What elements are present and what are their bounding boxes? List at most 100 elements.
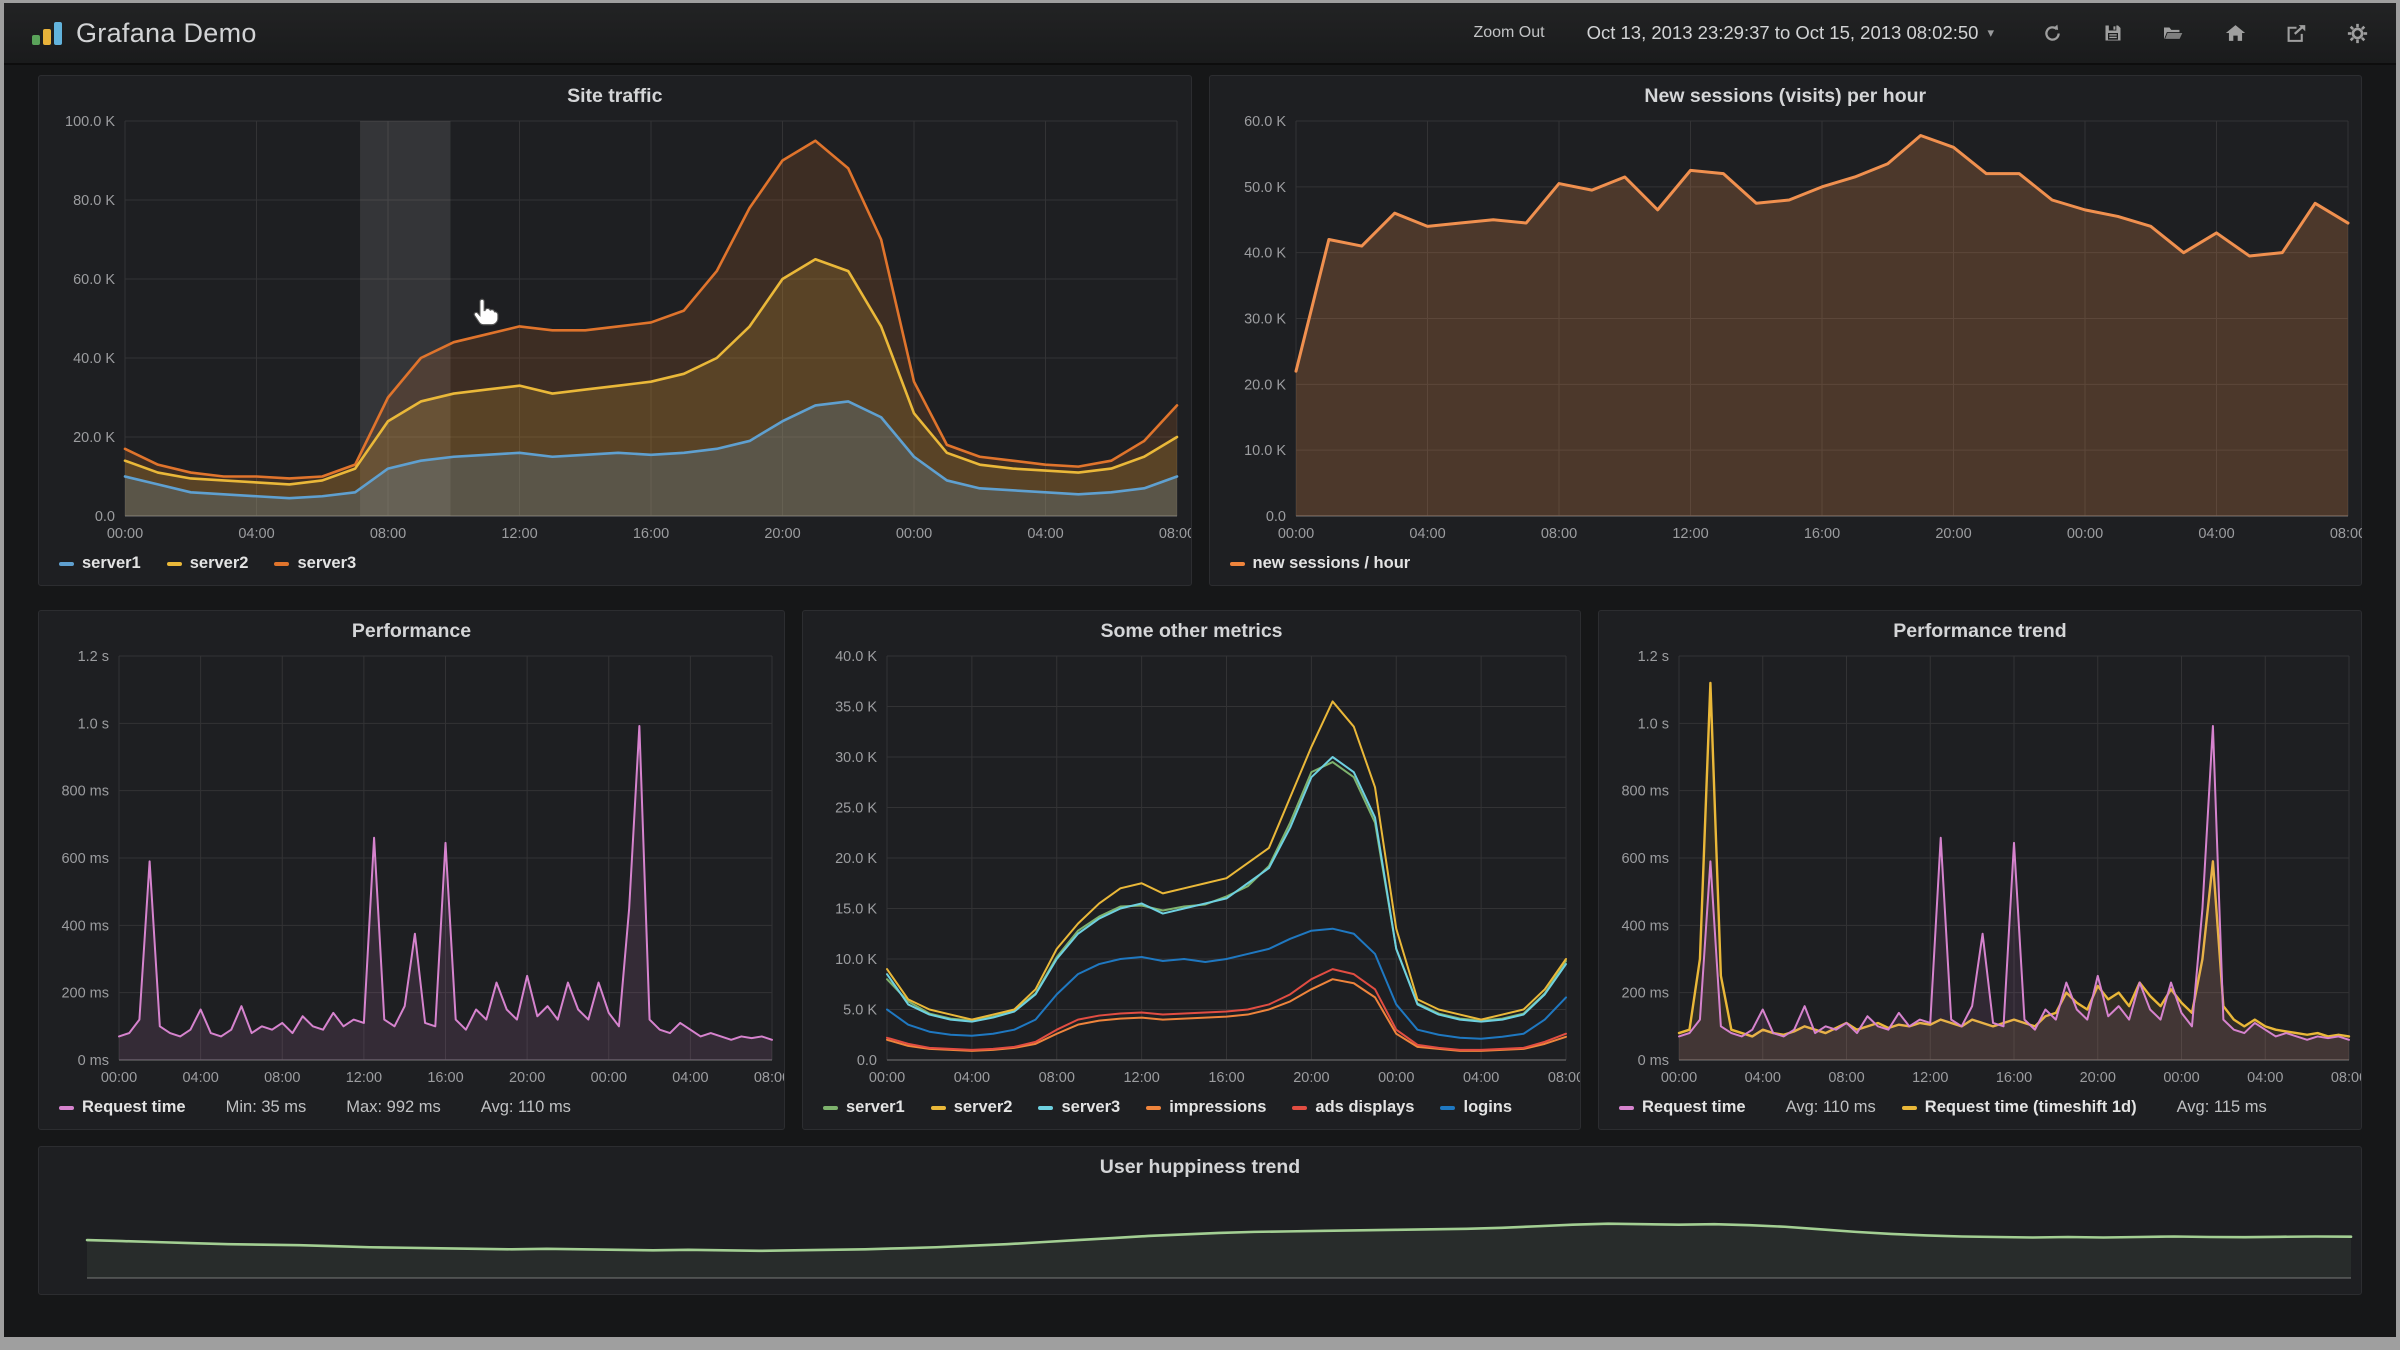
svg-text:12:00: 12:00: [346, 1070, 382, 1086]
svg-text:50.0 K: 50.0 K: [1244, 180, 1286, 196]
svg-text:00:00: 00:00: [107, 526, 143, 542]
svg-text:10.0 K: 10.0 K: [835, 952, 877, 968]
svg-text:30.0 K: 30.0 K: [1244, 312, 1286, 328]
panel-site-traffic: Site traffic 00:00 04:00 08:00 12:00 16:00 20…: [38, 75, 1192, 586]
svg-text:20:00: 20:00: [764, 526, 800, 542]
svg-text:12:00: 12:00: [1672, 526, 1708, 542]
svg-text:00:00: 00:00: [591, 1070, 627, 1086]
svg-text:0.0: 0.0: [857, 1053, 877, 1069]
legend-stat-max: Max: 992 ms: [346, 1098, 441, 1116]
legend-color-dash: [1229, 561, 1245, 566]
refresh-icon[interactable]: [2042, 23, 2063, 44]
svg-text:04:00: 04:00: [954, 1070, 990, 1086]
svg-text:1.2 s: 1.2 s: [78, 649, 109, 665]
home-icon[interactable]: [2225, 23, 2246, 43]
svg-text:20:00: 20:00: [509, 1070, 545, 1086]
svg-text:20:00: 20:00: [2080, 1070, 2116, 1086]
grafana-logo-icon: [32, 21, 62, 45]
legend: server1 server2 server3 impressions ads …: [803, 1090, 1580, 1129]
svg-text:20:00: 20:00: [1293, 1070, 1329, 1086]
legend-item-server1[interactable]: server1: [59, 554, 141, 573]
legend-item-ads-displays[interactable]: ads displays: [1292, 1098, 1414, 1117]
legend-color-dash: [930, 1105, 946, 1110]
legend-item-server2[interactable]: server2: [166, 554, 248, 573]
svg-text:30.0 K: 30.0 K: [835, 750, 877, 766]
legend-item-server3[interactable]: server3: [274, 554, 356, 573]
dashboard-title[interactable]: Grafana Demo: [76, 17, 257, 48]
panel-title[interactable]: Site traffic: [567, 85, 663, 107]
panel-title[interactable]: User huppiness trend: [1099, 1156, 1301, 1178]
svg-text:04:00: 04:00: [1027, 526, 1063, 542]
svg-text:600 ms: 600 ms: [61, 851, 109, 867]
some-other-metrics-chart[interactable]: 00:00 04:00 08:00 12:00 16:00 20:00 00:00 04:00…: [803, 646, 1580, 1090]
save-icon[interactable]: [2103, 23, 2123, 43]
svg-text:08:00: 08:00: [1159, 526, 1191, 542]
legend-stat-avg: Avg: 110 ms: [480, 1098, 571, 1116]
panel-title[interactable]: Performance: [351, 620, 472, 642]
svg-text:16:00: 16:00: [1996, 1070, 2032, 1086]
svg-text:80.0 K: 80.0 K: [73, 193, 115, 209]
svg-text:04:00: 04:00: [182, 1070, 218, 1086]
open-dashboard-icon[interactable]: [2163, 23, 2185, 43]
user-happiness-chart[interactable]: [39, 1182, 2361, 1294]
svg-text:04:00: 04:00: [1745, 1070, 1781, 1086]
legend-item-request-time-timeshift[interactable]: Request time (timeshift 1d): [1901, 1098, 2137, 1117]
svg-text:400 ms: 400 ms: [1621, 918, 1669, 934]
new-sessions-chart[interactable]: 00:00 04:00 08:00 12:00 16:00 20:00 00:00 04:00…: [1210, 111, 2362, 546]
panel-user-happiness-trend: User huppiness trend: [38, 1146, 2362, 1295]
svg-text:08:00: 08:00: [1828, 1070, 1864, 1086]
svg-text:800 ms: 800 ms: [61, 784, 109, 800]
svg-text:20.0 K: 20.0 K: [1244, 377, 1286, 393]
panel-title[interactable]: Some other metrics: [1100, 620, 1283, 642]
time-range-picker[interactable]: Oct 13, 2013 23:29:37 to Oct 15, 2013 08…: [1587, 22, 1994, 44]
performance-chart[interactable]: 00:00 04:00 08:00 12:00 16:00 20:00 00:00 04:00…: [39, 646, 784, 1090]
dashboard-page: Grafana Demo Zoom Out Oct 13, 2013 23:29…: [4, 3, 2396, 1337]
svg-text:00:00: 00:00: [101, 1070, 137, 1086]
share-icon[interactable]: [2286, 23, 2307, 43]
svg-text:16:00: 16:00: [1208, 1070, 1244, 1086]
legend-color-dash: [1901, 1105, 1917, 1110]
legend-item-request-time[interactable]: Request time: [59, 1098, 186, 1117]
svg-text:10.0 K: 10.0 K: [1244, 443, 1286, 459]
panel-performance-trend: Performance trend 00:00 04:00 08:00 12:00 16…: [1598, 610, 2362, 1130]
legend-color-dash: [59, 1105, 74, 1110]
svg-text:20.0 K: 20.0 K: [73, 430, 115, 446]
zoom-out-button[interactable]: Zoom Out: [1473, 24, 1545, 41]
panel-title[interactable]: New sessions (visits) per hour: [1644, 85, 1927, 107]
svg-text:04:00: 04:00: [2198, 526, 2234, 542]
legend-color-dash: [823, 1105, 838, 1110]
site-traffic-chart[interactable]: 00:00 04:00 08:00 12:00 16:00 20:00 00:00 04:00…: [39, 111, 1191, 546]
legend-item-request-time[interactable]: Request time: [1619, 1098, 1746, 1117]
svg-text:16:00: 16:00: [1803, 526, 1839, 542]
legend: server1 server2 server3: [39, 546, 1191, 585]
panel-performance: Performance 00:00 04:00 08:00 12:00 16:00 20:…: [38, 610, 785, 1130]
legend-stat-avg: Avg: 110 ms: [1785, 1098, 1876, 1116]
legend: Request time Avg: 110 ms Request time (t…: [1599, 1090, 2361, 1129]
legend-item-server2[interactable]: server2: [930, 1098, 1012, 1117]
performance-trend-chart[interactable]: 00:00 04:00 08:00 12:00 16:00 20:00 00:00 04:00…: [1599, 646, 2361, 1090]
svg-text:0.0: 0.0: [95, 509, 115, 525]
svg-text:200 ms: 200 ms: [1621, 986, 1669, 1002]
svg-text:40.0 K: 40.0 K: [1244, 246, 1286, 262]
svg-text:08:00: 08:00: [370, 526, 406, 542]
legend-item-server3[interactable]: server3: [1038, 1098, 1120, 1117]
legend-item-new-sessions[interactable]: new sessions / hour: [1229, 554, 1410, 573]
legend-item-server1[interactable]: server1: [823, 1098, 905, 1117]
panel-title[interactable]: Performance trend: [1893, 620, 2067, 642]
legend-item-logins[interactable]: logins: [1440, 1098, 1512, 1117]
svg-text:5.0 K: 5.0 K: [843, 1003, 877, 1019]
chevron-down-icon: ▾: [1987, 25, 1994, 40]
legend-item-impressions[interactable]: impressions: [1146, 1098, 1266, 1117]
svg-text:16:00: 16:00: [633, 526, 669, 542]
svg-text:0 ms: 0 ms: [1638, 1053, 1669, 1069]
svg-text:00:00: 00:00: [1277, 526, 1313, 542]
svg-text:25.0 K: 25.0 K: [835, 801, 877, 817]
svg-text:04:00: 04:00: [2247, 1070, 2283, 1086]
svg-text:08:00: 08:00: [264, 1070, 300, 1086]
svg-text:08:00: 08:00: [2331, 1070, 2361, 1086]
legend: Request time Min: 35 ms Max: 992 ms Avg:…: [39, 1090, 784, 1129]
svg-text:60.0 K: 60.0 K: [1244, 114, 1286, 130]
svg-text:0 ms: 0 ms: [78, 1053, 109, 1069]
svg-text:00:00: 00:00: [896, 526, 932, 542]
settings-gear-icon[interactable]: [2347, 23, 2368, 44]
